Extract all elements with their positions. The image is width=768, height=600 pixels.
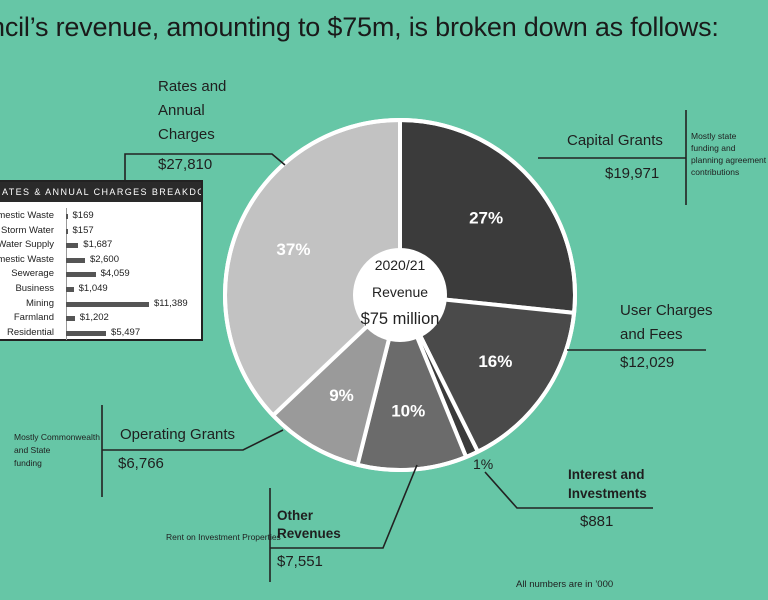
breakdown-bar	[66, 330, 107, 336]
breakdown-bar	[66, 301, 149, 307]
amount-user: $12,029	[620, 354, 675, 371]
leader-rates	[124, 153, 286, 195]
breakdown-row-value: $169	[72, 210, 94, 221]
note-operating-1: Mostly Commonwealth	[14, 432, 100, 442]
note-operating-3: funding	[14, 458, 42, 468]
breakdown-row-name: Mining	[26, 297, 54, 309]
breakdown-row-name: Residential	[7, 326, 54, 338]
label-user-2: and Fees	[620, 326, 683, 343]
breakdown-row-name: Sewerage	[11, 268, 54, 280]
label-rates-1: Rates and	[158, 78, 227, 95]
breakdown-row-value: $5,497	[111, 326, 141, 338]
percent-label-0: 27%	[469, 208, 503, 227]
note-capital-4: contributions	[691, 167, 740, 177]
percent-interest: 1%	[473, 456, 494, 472]
label-user-1: User Charges	[620, 302, 713, 319]
leader-interest	[484, 471, 653, 509]
breakdown-row-value: $1,202	[79, 312, 109, 324]
footnote: All numbers are in ’000	[516, 579, 614, 590]
breakdown-row: Residential $5,497	[0, 327, 201, 341]
breakdown-row-value: $4,059	[100, 268, 130, 280]
breakdown-row-name: Water Supply	[0, 239, 54, 251]
donut-outline	[223, 118, 577, 472]
label-operating: Operating Grants	[120, 426, 236, 443]
center-total: $75 million	[361, 310, 440, 328]
rates-breakdown-panel: ATES & ANNUAL CHARGES BREAKDOWN mestic W…	[0, 180, 203, 341]
note-capital-1: Mostly state	[691, 131, 737, 141]
breakdown-bar	[66, 257, 85, 263]
breakdown-row: Sewerage $4,059	[0, 268, 201, 282]
breakdown-row-name: Farmland	[13, 312, 54, 324]
breakdown-row-name: mestic Waste	[0, 253, 54, 265]
breakdown-row: Business $1,049	[0, 283, 201, 297]
label-interest-2: Investments	[568, 486, 647, 501]
breakdown-bar	[66, 243, 79, 249]
breakdown-row-value: $1,049	[78, 283, 108, 294]
leader-other	[270, 464, 418, 549]
headline: ncil’s revenue, amounting to $75m, is br…	[0, 12, 719, 42]
amount-rates: $27,810	[158, 156, 213, 173]
note-operating-2: and State	[14, 445, 51, 455]
breakdown-row-value: $2,600	[89, 253, 119, 265]
note-capital-2: funding and	[691, 143, 736, 153]
percent-label-5: 37%	[276, 240, 310, 259]
label-other-1: Other	[277, 508, 314, 523]
label-capital: Capital Grants	[567, 132, 663, 149]
label-rates-3: Charges	[158, 126, 215, 143]
breakdown-bar	[66, 287, 74, 292]
percent-label-3: 10%	[391, 402, 425, 421]
breakdown-row: Farmland $1,202	[0, 312, 201, 326]
donut-center	[353, 248, 447, 342]
percent-label-4: 9%	[329, 386, 354, 405]
center-label: Revenue	[372, 284, 428, 300]
breakdown-row-value: $157	[72, 224, 94, 236]
breakdown-row-value: $1,687	[83, 239, 113, 251]
center-year: 2020/21	[375, 257, 426, 273]
breakdown-row: Storm Water $157	[0, 225, 201, 239]
breakdown-bar	[66, 214, 68, 219]
amount-interest: $881	[580, 513, 614, 530]
note-capital-3: planning agreement	[691, 155, 767, 165]
breakdown-row-value: $11,389	[154, 297, 188, 309]
percent-label-1: 16%	[478, 352, 512, 371]
breakdown-bar	[66, 316, 75, 322]
leader-operating	[102, 429, 284, 451]
breakdown-row-name: mestic Waste	[0, 210, 54, 221]
breakdown-row: Mining $11,389	[0, 298, 201, 312]
amount-capital: $19,971	[605, 165, 660, 182]
breakdown-row: Water Supply $1,687	[0, 239, 201, 253]
breakdown-title: ATES & ANNUAL CHARGES BREAKDOWN	[0, 182, 201, 202]
note-other: Rent on Investment Properties	[166, 532, 281, 542]
label-other-2: Revenues	[277, 526, 341, 541]
label-rates-2: Annual	[158, 102, 205, 119]
breakdown-bar	[66, 272, 96, 278]
breakdown-row: mestic Waste $169	[0, 210, 201, 224]
breakdown-row: mestic Waste $2,600	[0, 254, 201, 268]
breakdown-bar	[66, 228, 68, 234]
amount-other: $7,551	[277, 553, 323, 570]
breakdown-row-name: Business	[15, 283, 54, 294]
label-interest-1: Interest and	[568, 467, 645, 482]
breakdown-row-name: Storm Water	[1, 224, 54, 236]
amount-operating: $6,766	[118, 455, 164, 472]
